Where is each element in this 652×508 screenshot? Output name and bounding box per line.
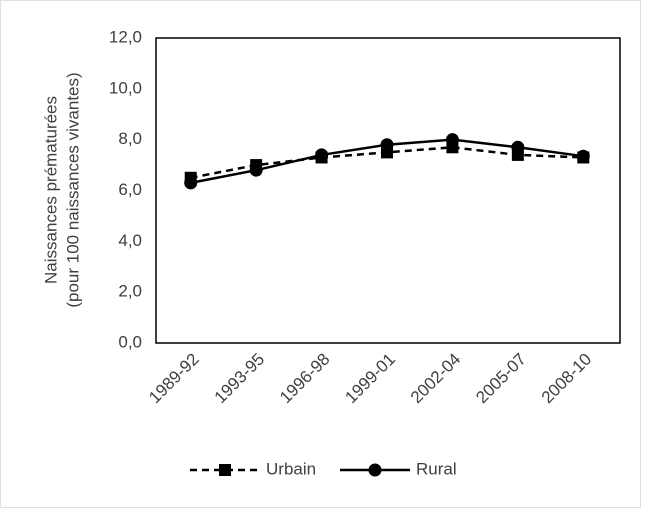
plot-frame: [155, 37, 621, 344]
legend-label: Rural: [416, 459, 457, 478]
y-tick-label: 12,0: [109, 27, 142, 46]
y-axis-label: (pour 100 naissances vivantes): [63, 72, 82, 307]
y-axis-label: Naissances prématurées: [41, 96, 60, 284]
y-tick-label: 6,0: [118, 180, 142, 199]
marker: [184, 176, 198, 190]
marker: [368, 463, 382, 477]
marker: [511, 140, 525, 154]
marker: [249, 163, 263, 177]
marker: [445, 133, 459, 147]
y-tick-label: 4,0: [118, 231, 142, 250]
y-tick-label: 10,0: [109, 78, 142, 97]
y-tick-label: 0,0: [118, 332, 142, 351]
marker: [576, 149, 590, 163]
y-tick-label: 8,0: [118, 129, 142, 148]
marker: [380, 138, 394, 152]
marker: [315, 148, 329, 162]
marker: [219, 464, 231, 476]
y-tick-label: 2,0: [118, 282, 142, 301]
legend-label: Urbain: [266, 459, 316, 478]
